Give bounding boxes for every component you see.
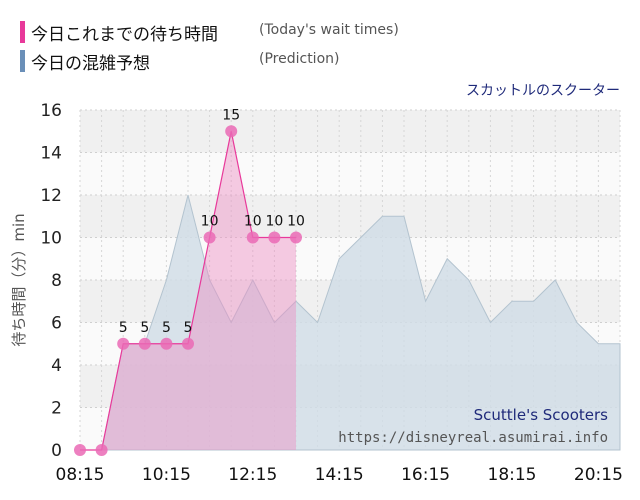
data-label: 15 [222,107,240,123]
legend-note-today: (Today's wait times) [259,22,399,38]
data-label: 10 [244,214,262,230]
y-tick-label: 0 [51,441,62,461]
today-point [182,337,194,350]
y-axis-label: 待ち時間（分）min [10,213,28,346]
today-area [80,131,296,450]
legend-label-prediction: 今日の混雑予想 [31,53,150,74]
today-point [203,231,216,244]
x-tick-label: 18:15 [488,465,537,485]
y-tick-label: 16 [40,101,62,121]
y-tick-label: 4 [51,356,62,376]
legend-label-today: 今日これまでの待ち時間 [31,24,218,45]
watermark-url: https://disneyreal.asumirai.info [338,430,608,446]
x-tick-label: 12:15 [228,465,277,485]
y-tick-label: 8 [51,271,62,291]
attraction-name: スカットルのスクーター [466,83,620,99]
today-point [117,337,130,350]
legend-item-today: 今日これまでの待ち時間 [20,19,218,45]
legend-note-prediction: (Prediction) [259,51,340,67]
today-point [138,337,151,350]
data-label: 5 [184,320,193,336]
x-tick-label: 14:15 [315,465,364,485]
today-point [95,444,108,456]
x-tick-label: 16:15 [401,465,450,485]
today-point [268,231,281,244]
data-label: 5 [140,320,149,336]
data-label: 5 [119,320,128,336]
y-tick-label: 2 [51,399,62,419]
data-label: 10 [287,214,305,230]
data-label: 10 [201,214,219,230]
legend-swatch-prediction [20,50,25,72]
data-label: 10 [265,214,283,230]
y-tick-label: 10 [40,229,62,249]
x-tick-label: 10:15 [142,465,191,485]
plot-band [80,195,620,238]
y-tick-label: 14 [40,144,62,164]
today-point [74,444,86,456]
plot-band [80,110,620,153]
y-tick-label: 6 [51,314,62,334]
data-label: 5 [162,320,171,336]
today-point [160,337,173,350]
today-point [290,231,302,244]
x-tick-label: 20:15 [574,465,623,485]
x-tick-label: 08:15 [56,465,105,485]
prediction-area [80,194,621,451]
legend-swatch-today [20,21,25,43]
y-tick-label: 12 [40,186,62,206]
legend-item-prediction: 今日の混雑予想 [20,48,150,74]
watermark-name: Scuttle's Scooters [474,406,609,424]
today-point [225,125,238,138]
today-point [246,231,259,244]
